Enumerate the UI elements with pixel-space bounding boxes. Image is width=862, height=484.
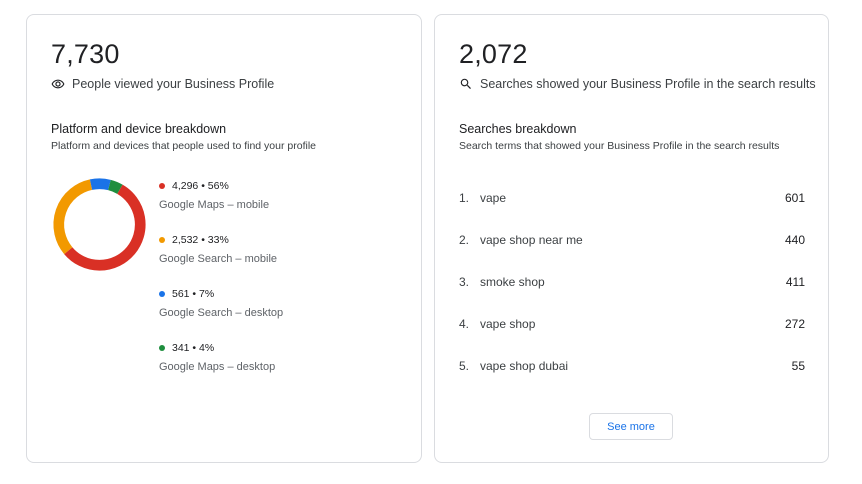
donut-slice-maps-mobile <box>64 184 146 271</box>
searches-metric: Searches showed your Business Profile in… <box>459 77 816 91</box>
legend-item-maps-desktop: 341 • 4% Google Maps – desktop <box>159 342 275 373</box>
searches-card: 2,072 Searches showed your Business Prof… <box>434 14 829 463</box>
legend-item-search-desktop: 561 • 7% Google Search – desktop <box>159 288 283 319</box>
searches-total: 2,072 <box>459 39 528 69</box>
search-term-count: 55 <box>791 359 805 373</box>
search-term-text: smoke shop <box>480 275 545 289</box>
legend-dot <box>159 291 165 297</box>
legend-dot <box>159 345 165 351</box>
search-term-rank: 1. <box>459 191 470 205</box>
search-term-rank: 5. <box>459 359 470 373</box>
eye-icon <box>51 77 65 91</box>
legend-dot <box>159 237 165 243</box>
search-term-text: vape shop dubai <box>480 359 569 373</box>
see-more-button[interactable]: See more <box>589 413 673 440</box>
platform-breakdown-subtitle: Platform and devices that people used to… <box>51 140 316 152</box>
legend-label: Google Search – desktop <box>159 307 284 319</box>
search-term-row: 4. vape shop 272 <box>459 317 805 337</box>
legend-label: Google Maps – mobile <box>159 199 270 211</box>
legend-label: Google Maps – desktop <box>159 361 276 373</box>
search-term-text: vape shop <box>480 317 536 331</box>
search-term-count: 411 <box>785 275 805 289</box>
donut-slice-maps-desktop <box>107 179 123 194</box>
search-term-text: vape shop near me <box>480 233 583 247</box>
search-term-rank: 3. <box>459 275 470 289</box>
legend-dot <box>159 183 165 189</box>
search-term-rank: 4. <box>459 317 470 331</box>
searches-breakdown-title: Searches breakdown <box>459 122 577 136</box>
searches-breakdown-subtitle: Search terms that showed your Business P… <box>459 140 780 152</box>
legend-item-search-mobile: 2,532 • 33% Google Search – mobile <box>159 234 277 265</box>
donut-slice-search-mobile <box>53 179 93 255</box>
legend-stat: 4,296 • 56% <box>172 180 229 192</box>
views-card: 7,730 People viewed your Business Profil… <box>26 14 422 463</box>
platform-donut-chart <box>53 178 146 271</box>
search-term-count: 272 <box>784 317 805 331</box>
search-term-row: 3. smoke shop 411 <box>459 275 805 295</box>
search-term-row: 2. vape shop near me 440 <box>459 233 805 253</box>
legend-stat: 561 • 7% <box>172 288 215 300</box>
search-term-text: vape <box>480 191 507 205</box>
views-total: 7,730 <box>51 39 120 69</box>
platform-breakdown-title: Platform and device breakdown <box>51 122 227 136</box>
search-term-count: 440 <box>784 233 805 247</box>
donut-slice-search-desktop <box>89 178 111 191</box>
search-term-count: 601 <box>784 191 805 205</box>
views-label: People viewed your Business Profile <box>72 77 275 91</box>
legend-stat: 341 • 4% <box>172 342 215 354</box>
search-term-rank: 2. <box>459 233 470 247</box>
searches-label: Searches showed your Business Profile in… <box>480 77 816 91</box>
legend-label: Google Search – mobile <box>159 253 278 265</box>
search-icon <box>459 77 473 91</box>
search-term-row: 1. vape 601 <box>459 191 805 211</box>
legend-item-maps-mobile: 4,296 • 56% Google Maps – mobile <box>159 180 269 211</box>
search-term-row: 5. vape shop dubai 55 <box>459 359 805 379</box>
views-metric: People viewed your Business Profile <box>51 77 274 91</box>
legend-stat: 2,532 • 33% <box>172 234 229 246</box>
